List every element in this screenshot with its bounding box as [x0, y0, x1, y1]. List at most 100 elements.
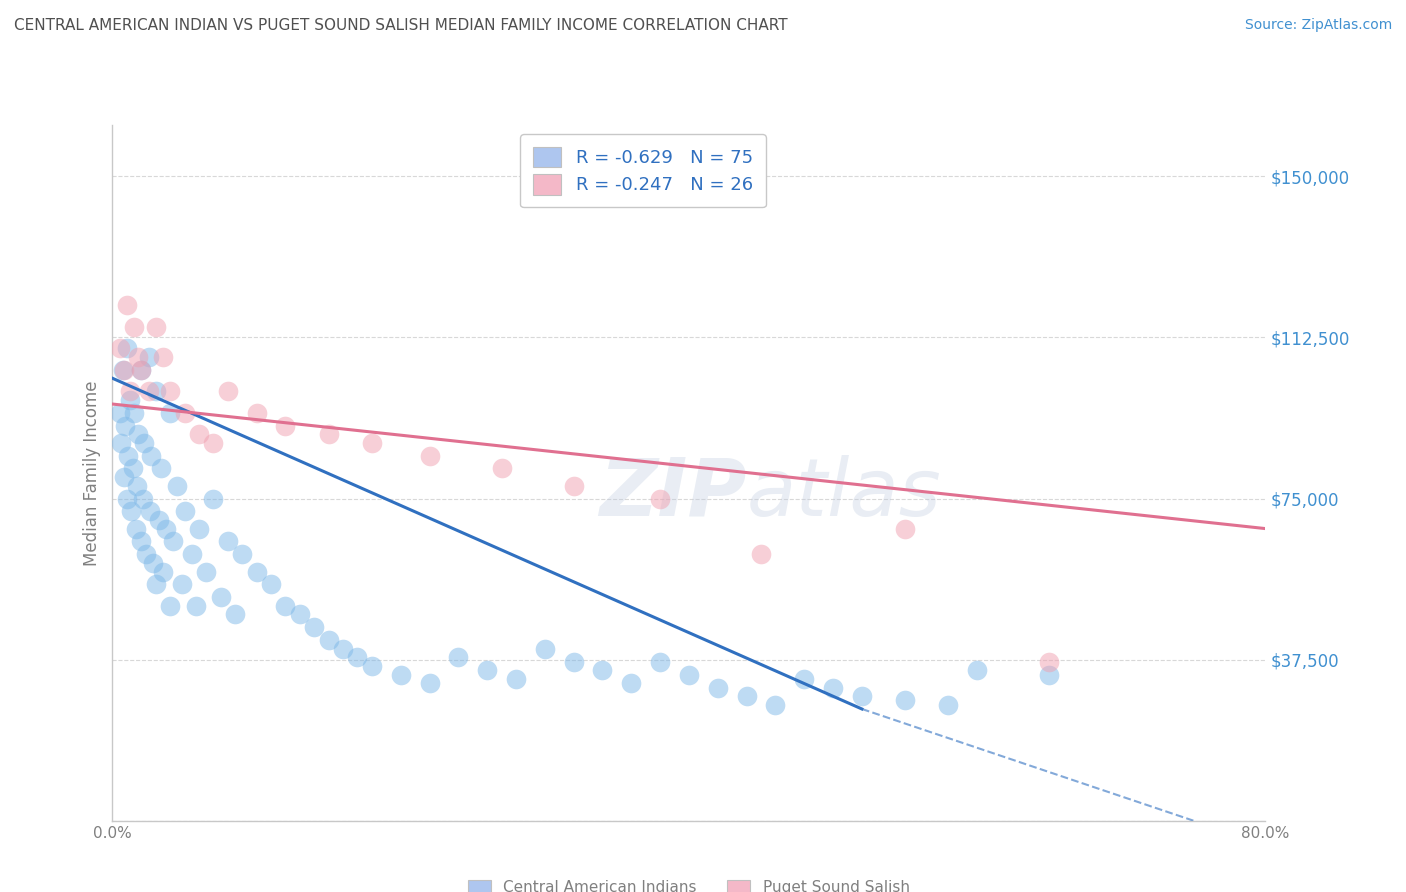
Point — [318, 427, 340, 442]
Point — [132, 491, 155, 506]
Point — [138, 384, 160, 399]
Point — [152, 565, 174, 579]
Point — [118, 384, 141, 399]
Y-axis label: Median Family Income: Median Family Income — [83, 380, 101, 566]
Point — [894, 522, 917, 536]
Point — [562, 655, 585, 669]
Point — [475, 663, 498, 677]
Point — [419, 676, 441, 690]
Point — [129, 534, 153, 549]
Point — [148, 513, 170, 527]
Point — [110, 435, 132, 450]
Point — [851, 689, 873, 703]
Point — [114, 418, 136, 433]
Point — [1038, 667, 1060, 681]
Point — [141, 449, 163, 463]
Point — [142, 556, 165, 570]
Point — [115, 491, 138, 506]
Point — [936, 698, 959, 712]
Point — [793, 672, 815, 686]
Point — [115, 298, 138, 312]
Point — [150, 461, 173, 475]
Point — [166, 478, 188, 492]
Legend: Central American Indians, Puget Sound Salish: Central American Indians, Puget Sound Sa… — [463, 873, 915, 892]
Text: ZIP: ZIP — [599, 455, 747, 533]
Point — [129, 362, 153, 376]
Point — [765, 698, 787, 712]
Point — [124, 522, 146, 536]
Point — [533, 641, 555, 656]
Point — [274, 418, 297, 433]
Point — [749, 547, 772, 561]
Point — [112, 470, 135, 484]
Point — [188, 522, 211, 536]
Point — [195, 565, 218, 579]
Point — [145, 577, 167, 591]
Point — [304, 620, 326, 634]
Point — [155, 522, 177, 536]
Point — [159, 599, 181, 613]
Point — [118, 392, 141, 407]
Point — [111, 362, 134, 376]
Point — [332, 641, 354, 656]
Point — [274, 599, 297, 613]
Point — [159, 406, 181, 420]
Point — [491, 461, 513, 475]
Point — [145, 319, 167, 334]
Text: Source: ZipAtlas.com: Source: ZipAtlas.com — [1244, 18, 1392, 32]
Point — [202, 435, 225, 450]
Point — [121, 461, 143, 475]
Point — [122, 406, 145, 420]
Point — [678, 667, 700, 681]
Point — [735, 689, 758, 703]
Point — [260, 577, 283, 591]
Point — [145, 384, 167, 399]
Point — [231, 547, 253, 561]
Text: CENTRAL AMERICAN INDIAN VS PUGET SOUND SALISH MEDIAN FAMILY INCOME CORRELATION C: CENTRAL AMERICAN INDIAN VS PUGET SOUND S… — [14, 18, 787, 33]
Point — [134, 435, 156, 450]
Point — [170, 577, 193, 591]
Point — [135, 547, 157, 561]
Point — [217, 384, 239, 399]
Point — [245, 565, 267, 579]
Point — [188, 427, 211, 442]
Point — [108, 341, 131, 355]
Point — [648, 655, 672, 669]
Point — [360, 659, 382, 673]
Point — [821, 681, 844, 695]
Point — [389, 667, 412, 681]
Point — [224, 607, 246, 622]
Point — [180, 547, 202, 561]
Point — [288, 607, 311, 622]
Point — [217, 534, 239, 549]
Point — [127, 350, 149, 364]
Point — [966, 663, 988, 677]
Point — [184, 599, 207, 613]
Point — [648, 491, 672, 506]
Point — [162, 534, 184, 549]
Point — [112, 362, 135, 376]
Point — [202, 491, 225, 506]
Point — [620, 676, 643, 690]
Point — [108, 406, 131, 420]
Point — [129, 362, 153, 376]
Point — [245, 406, 267, 420]
Point — [447, 650, 470, 665]
Point — [505, 672, 527, 686]
Point — [152, 350, 174, 364]
Point — [120, 504, 142, 518]
Point — [117, 449, 139, 463]
Point — [562, 478, 585, 492]
Point — [1038, 655, 1060, 669]
Point — [318, 633, 340, 648]
Point — [159, 384, 181, 399]
Point — [346, 650, 368, 665]
Point — [173, 406, 195, 420]
Point — [115, 341, 138, 355]
Point — [173, 504, 195, 518]
Point — [127, 427, 149, 442]
Point — [125, 478, 148, 492]
Point — [894, 693, 917, 707]
Text: atlas: atlas — [747, 455, 942, 533]
Point — [139, 504, 162, 518]
